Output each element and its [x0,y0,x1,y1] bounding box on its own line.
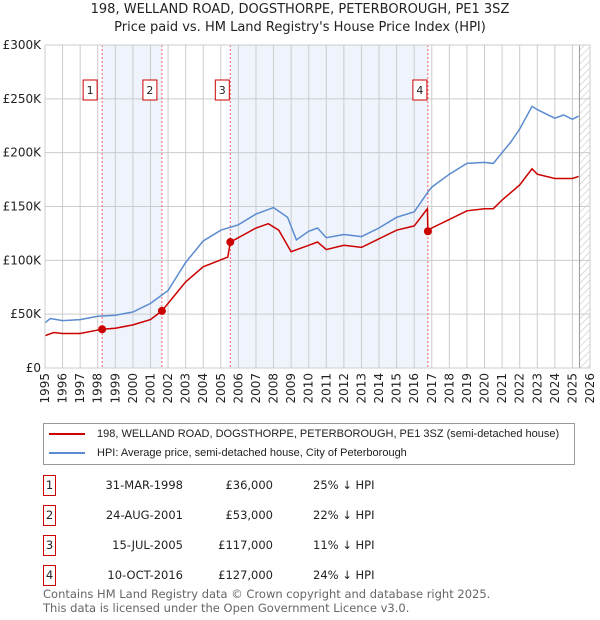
sale-point [423,227,432,236]
series-line [44,167,579,337]
sale-label-box [412,79,428,101]
x-tick-label: 2006 [231,373,245,404]
x-tick-label: 2010 [302,373,316,404]
legend: 198, WELLAND ROAD, DOGSTHORPE, PETERBORO… [43,423,575,465]
x-tick-label: 2017 [425,373,439,404]
sale-label: 2 [146,84,153,97]
x-tick-label: 2022 [513,373,527,404]
x-tick-label: 2012 [337,373,351,404]
sale-hpi-diff: 11% ↓ HPI [313,538,375,552]
x-tick-label: 1998 [91,373,105,404]
y-tick-label: £150K [3,200,43,214]
x-tick-label: 2024 [548,373,562,404]
x-tick-label: 2020 [478,373,492,404]
sale-label-box [82,79,98,101]
x-tick-label: 2007 [249,373,263,404]
y-tick-label: £0 [26,361,41,375]
sale-date: 31-MAR-1998 [105,478,183,492]
x-tick-label: 2015 [390,373,404,404]
legend-label: HPI: Average price, semi-detached house,… [97,447,407,459]
sale-point [157,306,166,315]
sale-label: 3 [219,84,226,97]
x-tick-label: 2005 [214,373,228,404]
y-tick-label: £200K [3,146,43,160]
legend-item-property: 198, WELLAND ROAD, DOGSTHORPE, PETERBORO… [49,426,559,442]
sale-label-box [214,79,230,101]
x-tick-label: 1996 [56,373,70,404]
sale-number-badge: 1 [43,475,56,496]
x-tick-label: 2002 [161,373,175,404]
y-tick-label: £50K [10,307,42,321]
sale-label-box [142,79,158,101]
footer: Contains HM Land Registry data © Crown c… [43,587,490,615]
x-tick-label: 2023 [530,373,544,404]
sale-point [226,238,235,247]
x-tick-label: 2013 [354,373,368,404]
sale-date: 15-JUL-2005 [112,538,183,552]
x-tick-label: 2004 [196,373,210,404]
sale-price: £127,000 [218,568,273,582]
x-tick-label: 2019 [460,373,474,404]
legend-swatch [49,433,85,435]
x-tick-label: 2016 [407,373,421,404]
x-tick-label: 1995 [38,373,52,404]
x-tick-label: 1999 [108,373,122,404]
sale-row: 4 10-OCT-2016 £127,000 24% ↓ HPI [43,565,543,587]
x-tick-label: 2003 [179,373,193,404]
sale-row: 3 15-JUL-2005 £117,000 11% ↓ HPI [43,535,543,557]
sale-label: 1 [87,84,94,97]
sale-label: 4 [416,84,423,97]
chart-title: 198, WELLAND ROAD, DOGSTHORPE, PETERBORO… [90,2,510,17]
sale-row: 1 31-MAR-1998 £36,000 25% ↓ HPI [43,475,543,497]
sale-number-badge: 4 [43,565,56,586]
legend-label: 198, WELLAND ROAD, DOGSTHORPE, PETERBORO… [97,428,560,440]
x-tick-label: 2009 [284,373,298,404]
x-tick-label: 1997 [73,373,87,404]
sale-price: £36,000 [225,478,273,492]
sale-hpi-diff: 22% ↓ HPI [313,508,375,522]
y-tick-label: £100K [3,253,43,267]
x-tick-label: 2001 [143,373,157,404]
x-tick-label: 2025 [565,373,579,404]
y-tick-label: £300K [3,38,43,52]
y-tick-label: £250K [3,92,43,106]
sale-date: 10-OCT-2016 [107,568,183,582]
plot-frame [44,44,591,369]
x-tick-label: 2021 [495,373,509,404]
sale-row: 2 24-AUG-2001 £53,000 22% ↓ HPI [43,505,543,527]
sale-number-badge: 2 [43,505,56,526]
x-tick-label: 2000 [126,373,140,404]
sale-number-badge: 3 [43,535,56,556]
line-chart: 1995 1996 1997 1998 1999 2000 2001 2002 2003 2004… [3,38,597,404]
sale-point [98,325,107,334]
x-tick-label: 2008 [267,373,281,404]
sale-hpi-diff: 25% ↓ HPI [313,478,375,492]
x-tick-label: 2018 [442,373,456,404]
legend-item-hpi: HPI: Average price, semi-detached house,… [49,445,407,461]
footer-line: This data is licensed under the Open Gov… [43,601,410,615]
footer-line: Contains HM Land Registry data © Crown c… [43,587,491,601]
sale-price: £53,000 [225,508,273,522]
x-tick-label: 2026 [583,373,597,404]
sale-hpi-diff: 24% ↓ HPI [313,568,375,582]
x-tick-label: 2011 [319,373,333,404]
chart-subtitle: Price paid vs. HM Land Registry's House … [114,20,486,35]
series-line [44,105,579,324]
legend-swatch [49,452,85,454]
sale-price: £117,000 [218,538,273,552]
sale-date: 24-AUG-2001 [105,508,183,522]
x-tick-label: 2014 [372,373,386,404]
